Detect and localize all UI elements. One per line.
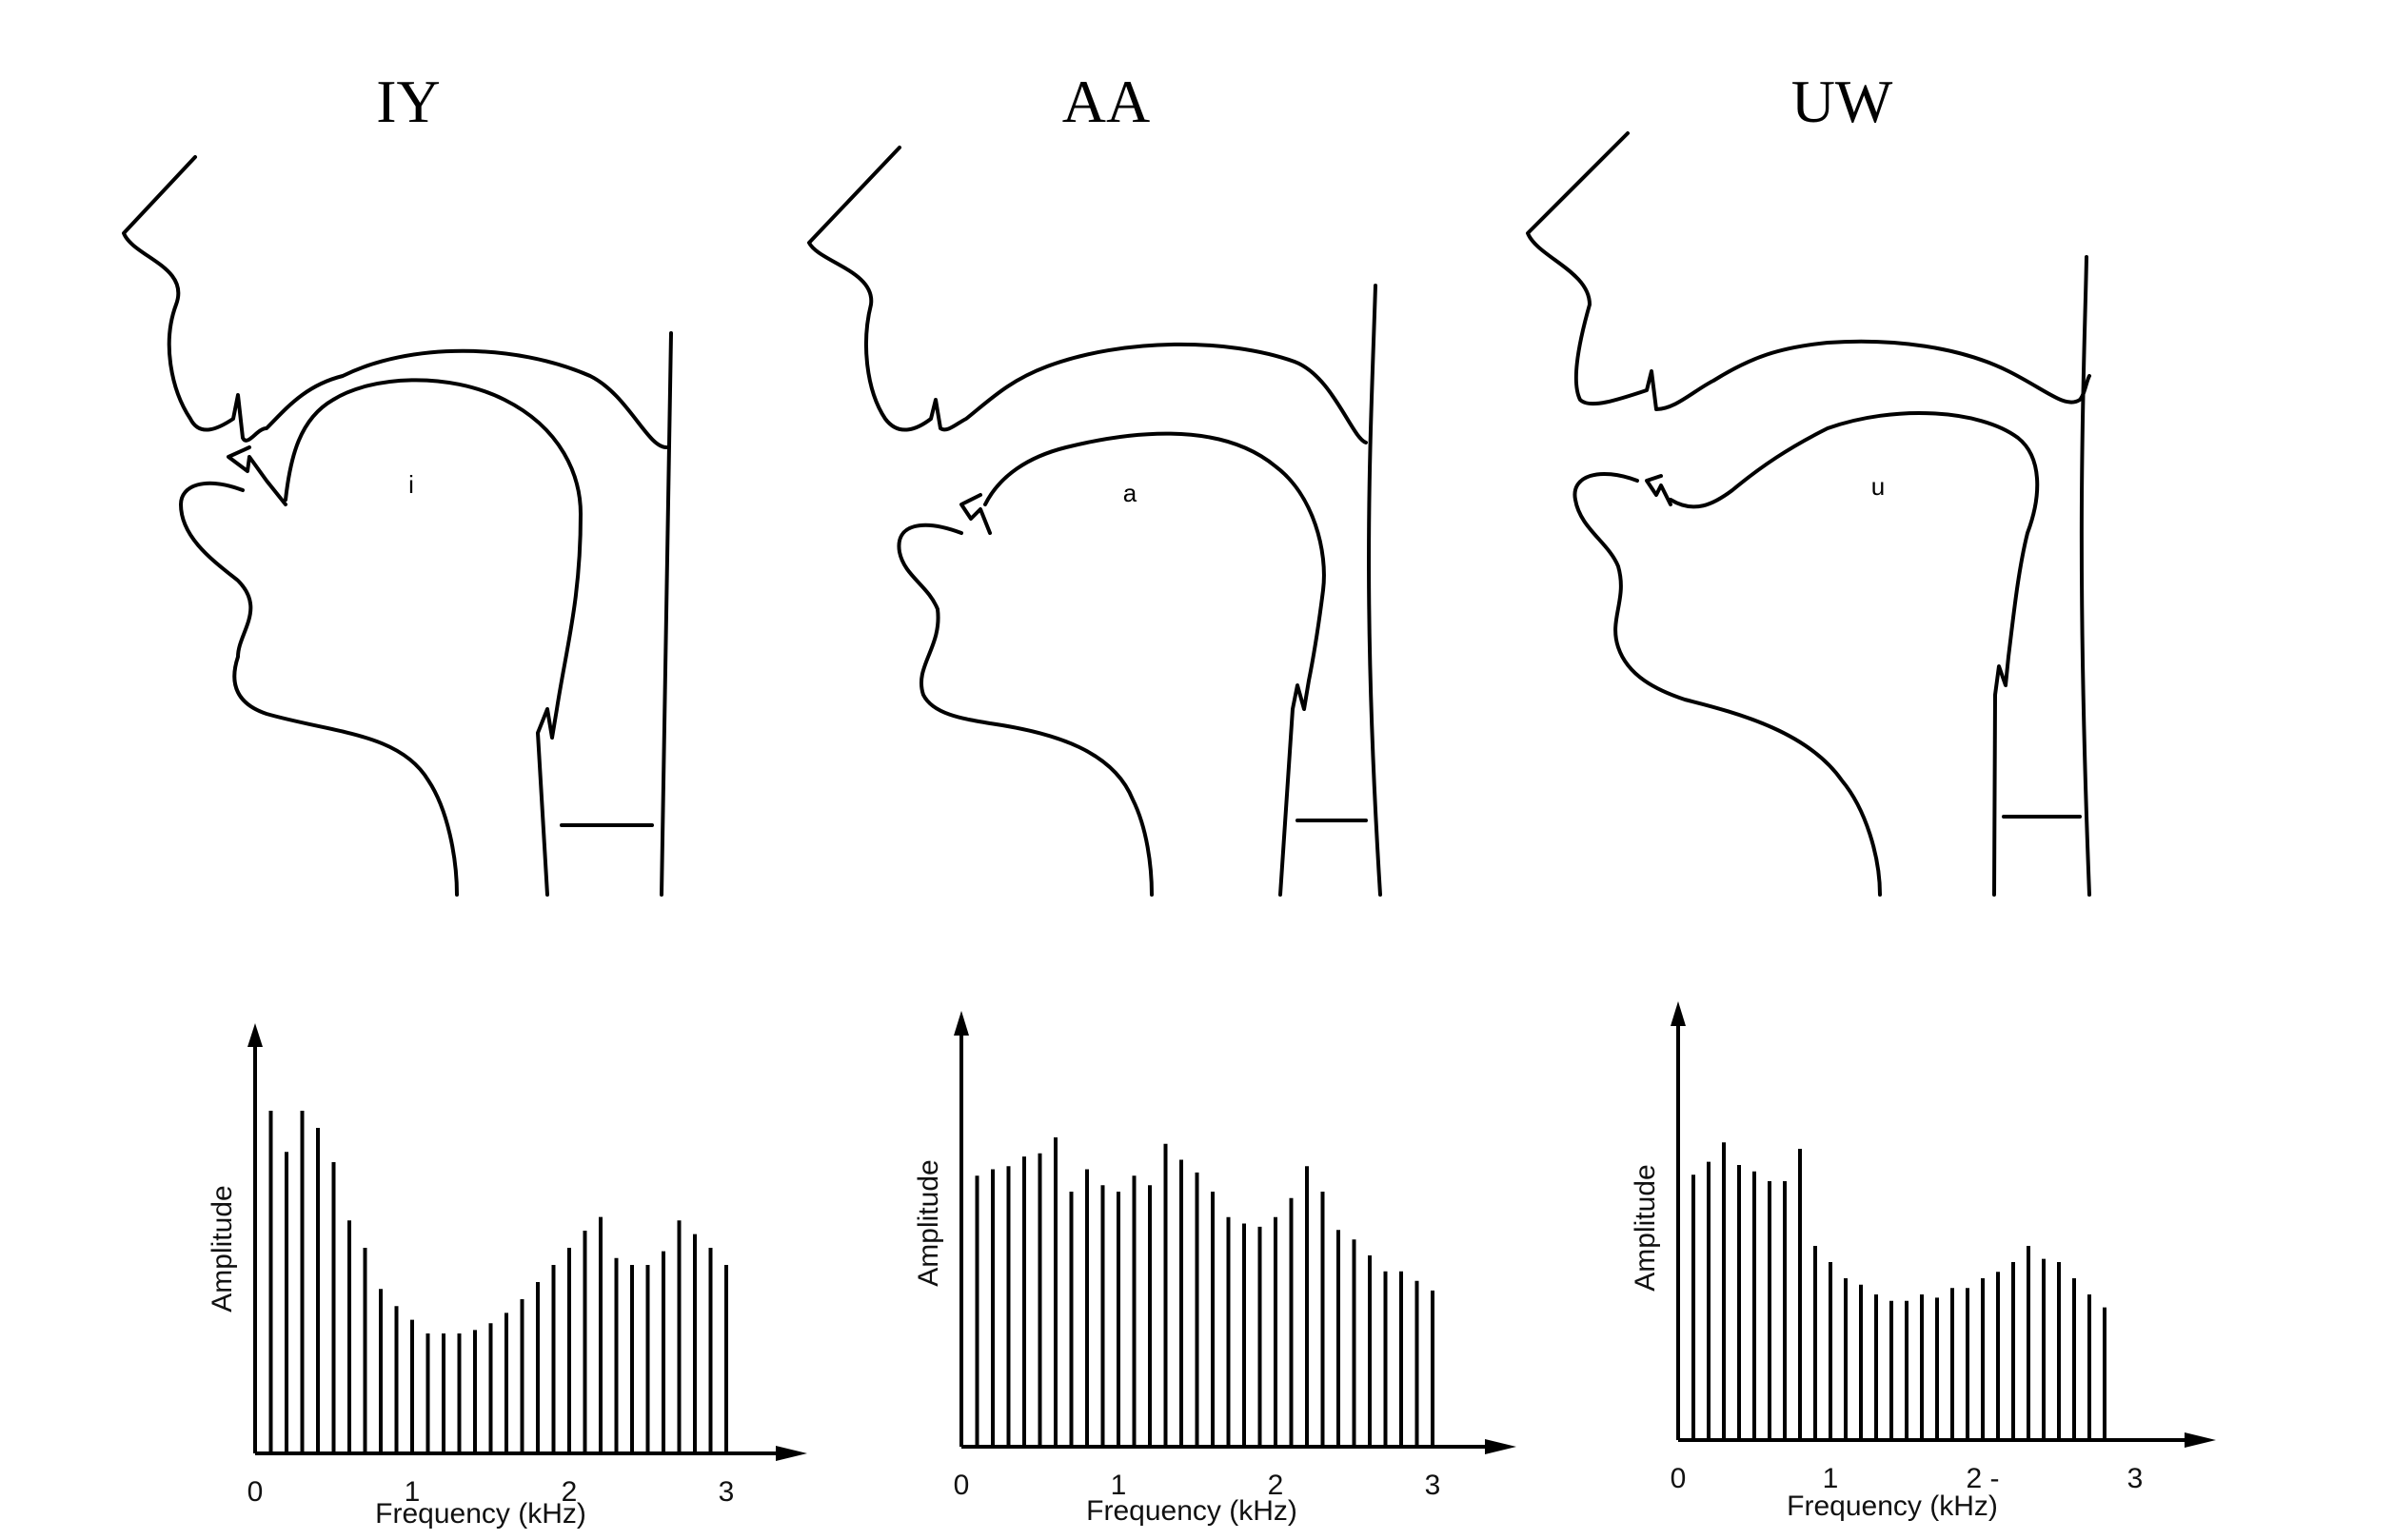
x-tick-label: 3: [1425, 1470, 1441, 1501]
x-tick-labels: 0 1 2 3: [954, 1470, 1441, 1501]
x-tick-labels: 0 1 2 3: [247, 1476, 735, 1508]
x-tick-label: 1: [405, 1476, 421, 1508]
y-axis-arrow: [1671, 1001, 1686, 1026]
panel-title: AA: [1062, 68, 1150, 135]
tongue-outline: [284, 378, 583, 897]
x-tick-label: 0: [1671, 1463, 1687, 1494]
x-tick-label: 2 -: [1966, 1463, 1999, 1494]
vowel-symbol-label: u: [1871, 472, 1885, 501]
y-axis-arrow: [954, 1011, 969, 1036]
x-tick-label: 3: [719, 1476, 735, 1508]
x-tick-label: 3: [2127, 1463, 2144, 1494]
y-axis-label: Amplitude: [1630, 1164, 1661, 1291]
pharynx-wall: [2079, 255, 2091, 897]
panel-aa: AA a 0 1 2 3 Frequency (kHz) Amplitude: [807, 68, 1516, 1527]
x-axis-label: Frequency (kHz): [1086, 1495, 1297, 1527]
spectrum-chart: 0 1 2 - 3 Frequency (kHz) Amplitude: [1630, 1001, 2216, 1522]
tongue-outline: [983, 431, 1326, 897]
x-axis-label: Frequency (kHz): [375, 1498, 586, 1530]
panel-iy: IY i 0 1 2 3 Frequency (kHz) Amplitude: [122, 68, 807, 1530]
x-axis-arrow: [1485, 1439, 1516, 1454]
x-tick-label: 1: [1111, 1470, 1127, 1501]
spectrum-chart: 0 1 2 3 Frequency (kHz) Amplitude: [913, 1011, 1516, 1527]
vocal-tract-diagram: a: [807, 146, 1382, 897]
jaw-chin-outline: [1572, 471, 1882, 897]
x-tick-label: 0: [954, 1470, 970, 1501]
y-axis-arrow: [247, 1023, 263, 1047]
y-axis-label: Amplitude: [913, 1159, 944, 1286]
face-profile-outline: [1526, 131, 2091, 411]
jaw-chin-outline: [179, 481, 459, 897]
vocal-tract-diagram: i: [122, 155, 673, 897]
harmonic-lines: [268, 1111, 728, 1453]
face-profile-outline: [807, 146, 1368, 444]
vowel-symbol-label: a: [1123, 479, 1137, 507]
x-axis-arrow: [2185, 1432, 2216, 1448]
tongue-outline: [1669, 411, 2040, 897]
pharynx-wall: [660, 331, 673, 897]
jaw-chin-outline: [897, 523, 1154, 897]
lip-outline: [959, 493, 992, 535]
vocal-tract-diagram: u: [1526, 131, 2091, 897]
lip-outline: [227, 445, 287, 506]
face-profile-outline: [122, 155, 668, 449]
x-axis-arrow: [776, 1446, 807, 1461]
harmonic-lines: [1691, 1142, 2106, 1440]
spectrum-chart: 0 1 2 3 Frequency (kHz) Amplitude: [207, 1023, 807, 1530]
x-axis-label: Frequency (kHz): [1787, 1491, 1998, 1522]
panel-uw: UW u 0 1 2 - 3 Frequency (kHz) Amplitude: [1526, 68, 2216, 1522]
harmonic-lines: [975, 1137, 1434, 1447]
lip-outline: [1645, 474, 1672, 506]
x-tick-label: 2: [1268, 1470, 1284, 1501]
x-tick-label: 0: [247, 1476, 264, 1508]
x-tick-labels: 0 1 2 - 3: [1671, 1463, 2144, 1494]
y-axis-label: Amplitude: [207, 1185, 238, 1312]
vowel-symbol-label: i: [408, 470, 414, 499]
panel-title: UW: [1791, 68, 1893, 135]
pharynx-wall: [1367, 284, 1382, 897]
panel-title: IY: [376, 68, 441, 135]
x-tick-label: 2: [562, 1476, 578, 1508]
x-tick-label: 1: [1823, 1463, 1839, 1494]
